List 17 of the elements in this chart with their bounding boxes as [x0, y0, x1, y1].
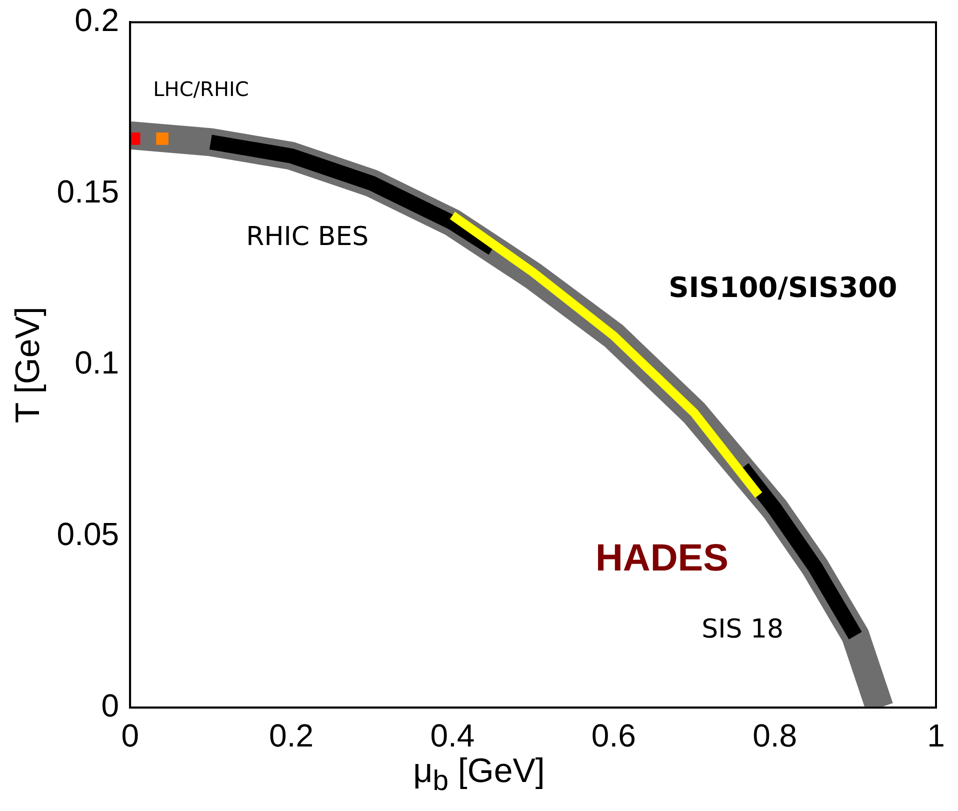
x-tick-label: 0.4 — [430, 718, 475, 754]
x-tick-label: 1 — [927, 718, 945, 754]
annotation: RHIC BES — [246, 222, 369, 252]
annotation: SIS 18 — [702, 614, 784, 645]
y-tick-label: 0.2 — [74, 2, 120, 38]
x-tick-label: 0.2 — [269, 718, 314, 754]
annotation: SIS100/SIS300 — [668, 270, 898, 304]
x-tick-label: 0.6 — [591, 718, 636, 754]
annotation: LHC/RHIC — [153, 76, 249, 101]
x-tick-label: 0.8 — [752, 718, 798, 754]
annotation: HADES — [595, 538, 729, 580]
x-axis-title: μ$_{b}$ [GeV] — [412, 752, 546, 798]
y-axis-title: T [GeV] — [8, 306, 47, 424]
y-tick-label: 0.15 — [56, 173, 120, 210]
y-tick-label: 0.1 — [74, 344, 120, 381]
y-tick-label: 0 — [101, 687, 120, 724]
y-tick-label: 0.05 — [56, 516, 120, 552]
